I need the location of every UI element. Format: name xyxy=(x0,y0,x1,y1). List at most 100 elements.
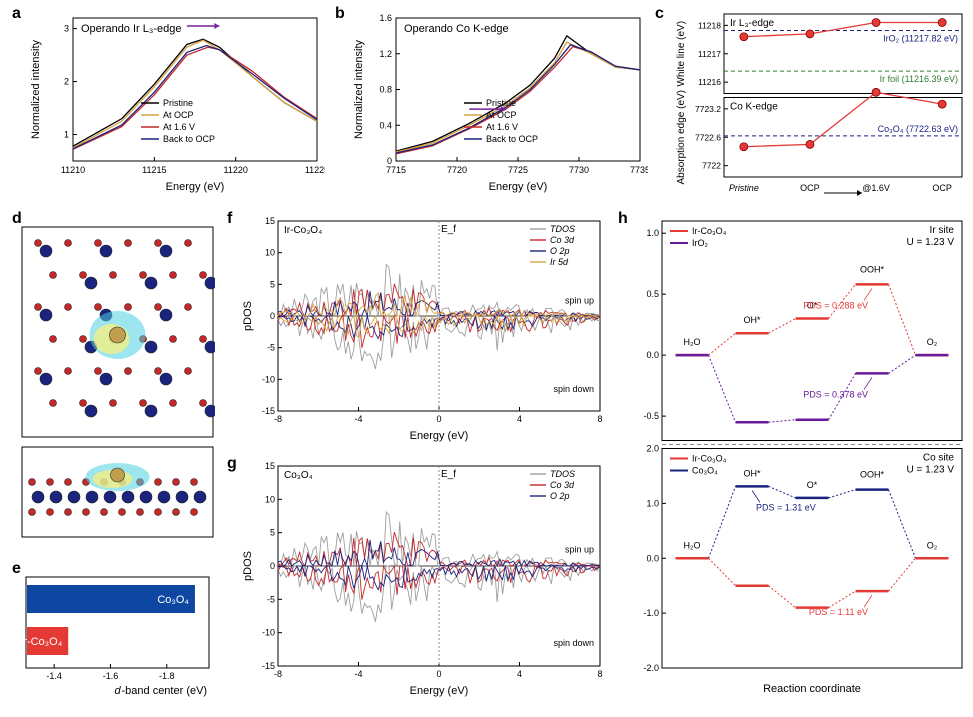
svg-text:Absorption edge (eV): Absorption edge (eV) xyxy=(676,90,687,185)
svg-text:7722: 7722 xyxy=(702,161,721,171)
svg-text:TDOS: TDOS xyxy=(550,224,575,234)
svg-text:5: 5 xyxy=(270,279,275,289)
svg-text:10: 10 xyxy=(265,494,275,504)
svg-text:7723.2: 7723.2 xyxy=(695,104,721,114)
svg-text:-1.8: -1.8 xyxy=(159,671,175,681)
svg-text:10: 10 xyxy=(265,248,275,258)
svg-text:-10: -10 xyxy=(262,628,275,638)
svg-text:1.0: 1.0 xyxy=(646,498,659,508)
svg-text:O*: O* xyxy=(807,480,818,490)
svg-text:pDOS: pDOS xyxy=(242,551,254,581)
svg-text:7735: 7735 xyxy=(630,165,648,175)
svg-text:-2.0: -2.0 xyxy=(643,663,659,673)
svg-text:O 2p: O 2p xyxy=(550,246,570,256)
svg-text:0.0: 0.0 xyxy=(646,350,659,360)
svg-text:Ir-Co₃O₄: Ir-Co₃O₄ xyxy=(692,454,727,464)
svg-text:0: 0 xyxy=(436,669,441,679)
svg-text:Back to OCP: Back to OCP xyxy=(163,134,215,144)
svg-text:-8: -8 xyxy=(274,669,282,679)
svg-text:7730: 7730 xyxy=(569,165,589,175)
svg-text:-15: -15 xyxy=(262,661,275,671)
svg-text:O₂: O₂ xyxy=(927,540,938,550)
svg-text:0: 0 xyxy=(436,414,441,424)
svg-text:Back to OCP: Back to OCP xyxy=(486,134,538,144)
svg-text:At 1.6 V: At 1.6 V xyxy=(163,122,195,132)
svg-text:11215: 11215 xyxy=(142,165,166,175)
svg-text:U = 1.23 V: U = 1.23 V xyxy=(906,465,954,476)
svg-text:8: 8 xyxy=(597,669,602,679)
svg-text:OOH*: OOH* xyxy=(860,264,885,274)
svg-text:Co₃O₄: Co₃O₄ xyxy=(692,466,718,476)
svg-text:1.6: 1.6 xyxy=(379,13,392,23)
svg-text:H₂O: H₂O xyxy=(684,540,701,550)
svg-text:Co₃O₄: Co₃O₄ xyxy=(157,594,189,606)
svg-text:U = 1.23 V: U = 1.23 V xyxy=(906,237,954,248)
svg-text:Operando Ir L₃-edge: Operando Ir L₃-edge xyxy=(81,23,182,35)
svg-text:0.4: 0.4 xyxy=(379,120,392,130)
svg-text:11216: 11216 xyxy=(698,77,721,87)
svg-text:PDS = 0.288 eV: PDS = 0.288 eV xyxy=(803,300,868,310)
svg-text:O 2p: O 2p xyxy=(550,491,570,501)
svg-text:15: 15 xyxy=(265,216,275,226)
svg-text:spin up: spin up xyxy=(565,295,594,305)
panel-label-g: g xyxy=(227,455,237,473)
svg-text:White line (eV): White line (eV) xyxy=(676,21,687,87)
svg-text:pDOS: pDOS xyxy=(242,301,254,331)
svg-text:11210: 11210 xyxy=(61,165,85,175)
svg-text:At OCP: At OCP xyxy=(163,110,194,120)
svg-text:TDOS: TDOS xyxy=(550,469,575,479)
svg-text:11225: 11225 xyxy=(305,165,325,175)
svg-text:H₂O: H₂O xyxy=(684,337,701,347)
svg-text:Co 3d: Co 3d xyxy=(550,235,575,245)
svg-text:-10: -10 xyxy=(262,374,275,384)
svg-text:-band center (eV): -band center (eV) xyxy=(122,685,208,697)
svg-text:spin down: spin down xyxy=(553,384,594,394)
svg-text:-8: -8 xyxy=(274,414,282,424)
chart-h: -0.50.00.51.0H₂OOH*O*OOH*O₂Ir-Co₃O₄IrO₂I… xyxy=(628,215,968,700)
svg-text:Co 3d: Co 3d xyxy=(550,480,575,490)
svg-text:Ir-Co₃O₄: Ir-Co₃O₄ xyxy=(692,226,727,236)
svg-text:Ir-Co₃O₄: Ir-Co₃O₄ xyxy=(284,225,322,236)
svg-text:0: 0 xyxy=(270,561,275,571)
chart-c: 112161121711218IrO₂ (11217.82 eV)Ir foil… xyxy=(668,10,968,205)
svg-text:PDS = 1.11 eV: PDS = 1.11 eV xyxy=(809,607,868,617)
svg-text:At OCP: At OCP xyxy=(486,110,517,120)
svg-text:PDS = 1.31 eV: PDS = 1.31 eV xyxy=(756,502,816,512)
svg-text:Normalized intensity: Normalized intensity xyxy=(353,39,365,139)
chart-a: Operando Ir L₃-edge 11210 11215 11220 11225 E… xyxy=(25,10,325,195)
svg-text:IrO₂ (11217.82 eV): IrO₂ (11217.82 eV) xyxy=(883,33,958,43)
svg-text:2.0: 2.0 xyxy=(646,444,659,454)
svg-text:O₂: O₂ xyxy=(927,337,938,347)
svg-text:Co K-edge: Co K-edge xyxy=(730,102,778,113)
svg-text:Pristine: Pristine xyxy=(163,98,193,108)
svg-text:2: 2 xyxy=(64,77,69,87)
svg-text:11220: 11220 xyxy=(223,165,247,175)
svg-text:8: 8 xyxy=(597,414,602,424)
svg-text:Ir L₃-edge: Ir L₃-edge xyxy=(730,18,775,29)
svg-text:1.0: 1.0 xyxy=(646,228,659,238)
chart-e: -1.4-1.6-1.8d-band center (eV)Co₃O₄Ir-Co… xyxy=(20,575,215,700)
svg-text:5: 5 xyxy=(270,528,275,538)
svg-text:4: 4 xyxy=(517,414,522,424)
svg-text:7715: 7715 xyxy=(386,165,406,175)
svg-text:0.0: 0.0 xyxy=(646,553,659,563)
svg-text:-5: -5 xyxy=(267,343,275,353)
panel-label-a: a xyxy=(12,5,21,23)
svg-text:Energy (eV): Energy (eV) xyxy=(166,181,225,193)
svg-text:Reaction coordinate: Reaction coordinate xyxy=(763,683,861,695)
svg-text:0.8: 0.8 xyxy=(379,85,392,95)
svg-text:OCP: OCP xyxy=(932,183,952,193)
svg-text:@1.6V: @1.6V xyxy=(862,183,890,193)
chart-f: -8-4048-15-10-5051015Energy (eV)pDOSE_fI… xyxy=(238,215,608,445)
svg-text:Ir site: Ir site xyxy=(930,225,955,236)
panel-label-c: c xyxy=(655,5,664,23)
svg-text:Co₃O₄: Co₃O₄ xyxy=(284,470,313,481)
svg-text:7720: 7720 xyxy=(447,165,467,175)
svg-text:7722.6: 7722.6 xyxy=(695,132,721,142)
svg-text:E_f: E_f xyxy=(441,224,456,235)
svg-text:At 1.6 V: At 1.6 V xyxy=(486,122,518,132)
svg-text:Pristine: Pristine xyxy=(729,183,759,193)
svg-text:Co₃O₄ (7722.63 eV): Co₃O₄ (7722.63 eV) xyxy=(878,124,958,134)
panel-label-b: b xyxy=(335,5,345,23)
svg-text:Ir-Co₃O₄: Ir-Co₃O₄ xyxy=(20,636,62,648)
